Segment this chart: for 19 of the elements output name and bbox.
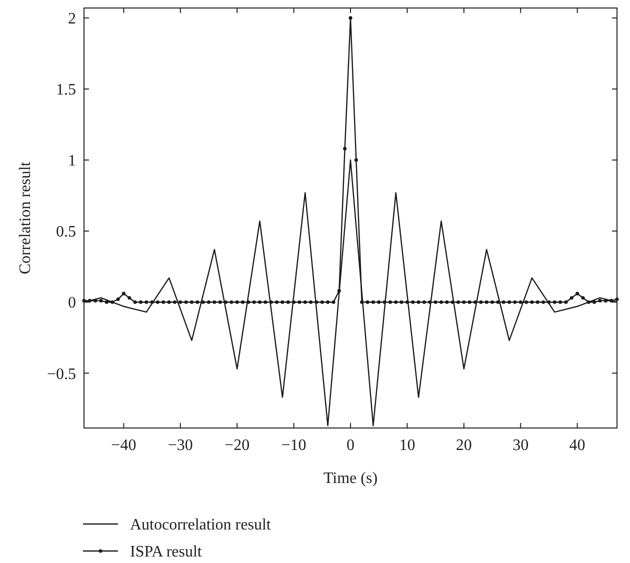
x-tick-label: −30 <box>168 437 193 454</box>
y-tick-label: 2 <box>68 10 76 28</box>
legend-label: Autocorrelation result <box>130 516 272 534</box>
y-tick-label: −0.5 <box>46 366 76 383</box>
x-tick-label: −40 <box>111 437 136 454</box>
y-tick-label: 0.5 <box>56 224 76 241</box>
y-axis-title: Correlation result <box>17 161 34 274</box>
x-tick-label: −20 <box>224 437 250 454</box>
y-tick-label: 0 <box>68 294 76 312</box>
legend-label: ISPA result <box>130 544 202 561</box>
x-tick-label: 30 <box>512 437 529 454</box>
x-tick-label: 0 <box>346 437 354 454</box>
y-tick-label: 1.5 <box>56 82 76 99</box>
y-tick-label: 1 <box>68 152 76 170</box>
x-tick-label: −10 <box>281 437 306 454</box>
x-tick-label: 20 <box>456 437 472 454</box>
x-axis-title: Time (s) <box>323 470 378 487</box>
x-tick-label: 40 <box>569 437 586 454</box>
x-tick-label: 10 <box>399 437 416 454</box>
